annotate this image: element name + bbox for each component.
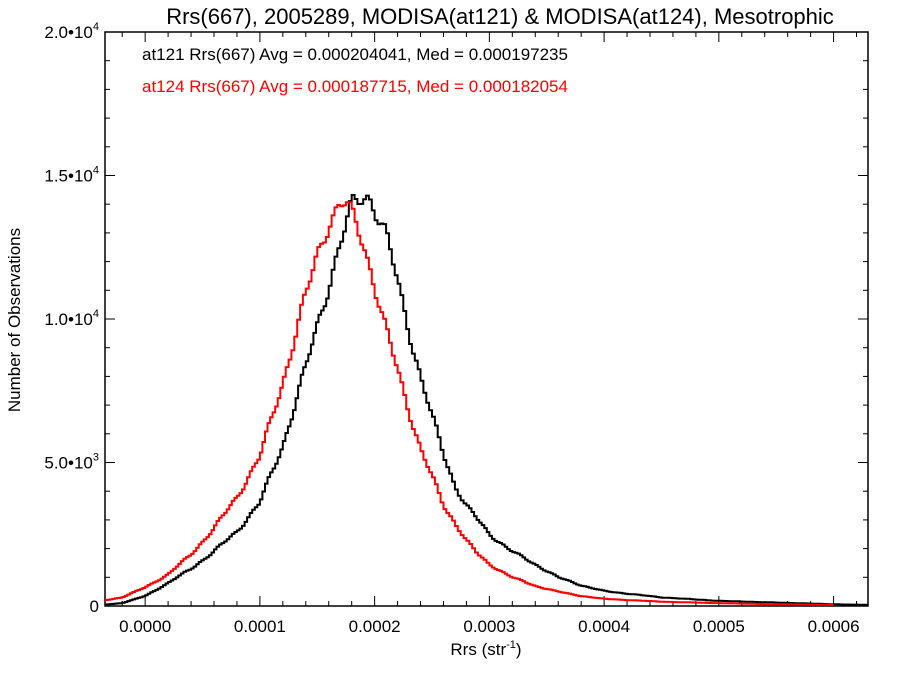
y-tick-label-base: 1.0•10 (44, 310, 93, 329)
y-tick-label-base: 5.0•10 (44, 454, 93, 473)
x-tick-label: 0.0006 (808, 617, 860, 636)
y-tick-label-base: 0 (90, 597, 99, 616)
histogram-at121 (105, 194, 868, 606)
y-tick-label: 2.0•104 (44, 21, 99, 42)
y-tick-label-base: 1.5•10 (44, 167, 93, 186)
histogram-at124 (105, 201, 834, 606)
chart-title: Rrs(667), 2005289, MODISA(at121) & MODIS… (166, 4, 834, 29)
y-tick-label: 1.5•104 (44, 165, 99, 186)
x-tick-label: 0.0002 (349, 617, 401, 636)
x-axis-label-close: ) (516, 640, 522, 659)
y-tick-label: 5.0•103 (44, 452, 99, 473)
y-tick-label-exp: 4 (93, 21, 99, 33)
series-layer (105, 194, 868, 606)
x-axis-label-sup: -1 (506, 639, 516, 651)
y-axis-label: Number of Observations (5, 228, 24, 412)
x-tick-label: 0.0001 (234, 617, 286, 636)
y-tick-label: 1.0•104 (44, 308, 99, 329)
x-axis-label-main: Rrs (str (450, 640, 506, 659)
y-tick-label: 0 (90, 597, 99, 616)
legend-entry-at121: at121 Rrs(667) Avg = 0.000204041, Med = … (142, 45, 568, 64)
ticks-layer: 0.0000 0.0001 0.0002 0.0003 0.0004 0.0005 0.00… (44, 21, 868, 636)
y-tick-label-exp: 4 (93, 308, 99, 320)
y-tick-label-exp: 4 (93, 165, 99, 177)
x-tick-label: 0.0000 (119, 617, 171, 636)
y-tick-label-exp: 3 (93, 452, 99, 464)
x-tick-label: 0.0004 (578, 617, 630, 636)
x-tick-label: 0.0005 (693, 617, 745, 636)
legend-entry-at124: at124 Rrs(667) Avg = 0.000187715, Med = … (142, 77, 568, 96)
y-tick-label-base: 2.0•10 (44, 23, 93, 42)
x-axis-label: Rrs (str-1) (450, 639, 521, 659)
x-tick-label: 0.0003 (463, 617, 515, 636)
